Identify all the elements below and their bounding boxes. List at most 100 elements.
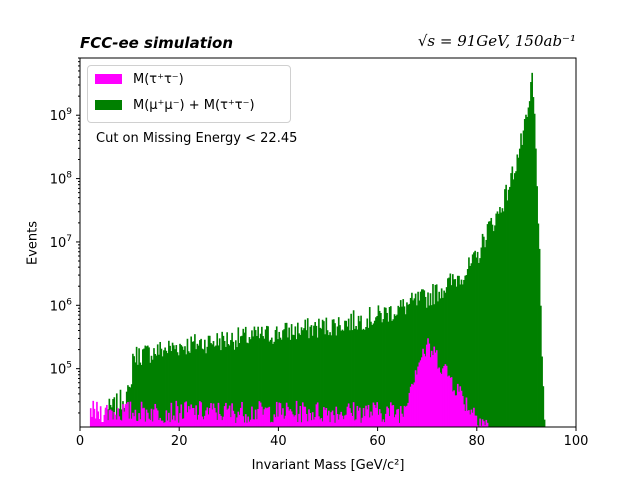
histogram-bin xyxy=(480,247,483,427)
y-axis-ticks: 105 106 107 108 109 xyxy=(50,57,80,414)
histogram-bin xyxy=(404,406,407,427)
histogram-bin xyxy=(528,101,531,427)
histogram-bin xyxy=(328,335,330,427)
histogram-bin xyxy=(301,330,304,427)
x-tick-label: 0 xyxy=(76,434,84,449)
histogram-bin xyxy=(365,327,367,427)
histogram-bin xyxy=(463,404,465,427)
histogram-bin xyxy=(332,319,335,427)
histogram-bin xyxy=(226,332,228,427)
histogram-bin xyxy=(297,422,299,427)
histogram-bin xyxy=(386,312,388,427)
histogram-bin xyxy=(337,317,340,427)
histogram-bin xyxy=(401,306,403,427)
histogram-bin xyxy=(350,412,352,427)
histogram-bin xyxy=(510,173,512,427)
histogram-bin xyxy=(243,332,246,427)
histogram-bin xyxy=(176,352,179,427)
histogram-bin xyxy=(414,370,417,427)
histogram-bin xyxy=(367,327,370,427)
histogram-bin xyxy=(355,419,357,427)
histogram-bin xyxy=(142,349,144,427)
histogram-bin xyxy=(391,405,393,427)
histogram-bin xyxy=(373,404,376,427)
histogram-bin xyxy=(241,335,243,427)
histogram-bin xyxy=(287,337,289,427)
histogram-bin xyxy=(356,329,359,427)
histogram-bin xyxy=(485,239,488,427)
histogram-bin xyxy=(465,397,468,427)
histogram-bin xyxy=(444,364,447,427)
histogram-bin xyxy=(456,383,459,427)
histogram-bin xyxy=(233,349,236,427)
histogram-bin xyxy=(399,406,402,427)
histogram-bin xyxy=(321,319,324,427)
histogram-bin xyxy=(206,346,209,427)
histogram-bin xyxy=(270,421,273,427)
histogram-bin xyxy=(507,189,510,427)
histogram-bin xyxy=(447,278,449,427)
histogram-bin xyxy=(130,418,133,427)
histogram-bin xyxy=(149,362,152,427)
histogram-bin xyxy=(277,339,279,427)
histogram-bin xyxy=(247,343,250,427)
histogram-bin xyxy=(153,409,155,427)
histogram-bin xyxy=(520,133,522,427)
histogram-bin xyxy=(511,166,514,427)
histogram-bin xyxy=(272,422,274,427)
histogram-bin xyxy=(347,318,350,427)
histogram-bin xyxy=(443,290,445,427)
histogram-bin xyxy=(339,414,341,427)
histogram-bin xyxy=(311,412,314,427)
histogram-bin xyxy=(262,414,264,427)
histogram-bin xyxy=(300,422,303,427)
histogram-bin xyxy=(294,326,297,427)
histogram-bin xyxy=(154,403,157,427)
histogram-bin xyxy=(326,415,329,427)
histogram-bin xyxy=(445,365,448,427)
histogram-bin xyxy=(249,419,252,427)
legend: M(τ⁺τ⁻) M(μ⁺μ⁻) + M(τ⁺τ⁻) xyxy=(87,65,291,123)
histogram-bin xyxy=(478,262,480,427)
histogram-bin xyxy=(422,348,424,427)
histogram-bin xyxy=(360,315,362,427)
histogram-bin xyxy=(194,334,196,427)
histogram-bin xyxy=(394,315,397,427)
histogram-bin xyxy=(316,402,319,427)
histogram-bin xyxy=(237,327,240,427)
histogram-bin xyxy=(390,402,392,427)
histogram-bin xyxy=(238,343,241,427)
histogram-bin xyxy=(242,328,245,427)
histogram-bin xyxy=(406,302,408,427)
histogram-bin xyxy=(381,322,383,427)
histogram-bin xyxy=(454,395,457,427)
histogram-bin xyxy=(412,384,414,427)
histogram-bin xyxy=(455,395,458,427)
histogram-bin xyxy=(218,414,221,427)
histogram-bin xyxy=(425,344,428,427)
histogram-bin xyxy=(456,275,459,427)
histogram-bin xyxy=(293,416,295,427)
histogram-bin xyxy=(298,413,300,427)
histogram-bin xyxy=(345,320,347,427)
histogram-bin xyxy=(339,325,341,427)
y-tick-label: 107 xyxy=(50,234,72,251)
histogram-bin xyxy=(230,417,232,427)
histogram-bin xyxy=(363,416,366,427)
histogram-bin xyxy=(370,411,372,427)
histogram-bin xyxy=(145,346,148,427)
histogram-bin xyxy=(418,362,421,427)
histogram-bin xyxy=(506,200,509,427)
histogram-bin xyxy=(194,414,196,427)
histogram-bin xyxy=(279,403,282,427)
histogram-bin xyxy=(521,144,524,427)
histogram-bin xyxy=(332,415,335,427)
histogram-bin xyxy=(370,321,372,427)
histogram-bin xyxy=(320,328,323,427)
histogram-bin xyxy=(323,321,325,427)
histogram-bin xyxy=(181,346,184,427)
histogram-bin xyxy=(185,401,188,427)
histogram-bin xyxy=(230,340,232,427)
histogram-bin xyxy=(174,349,176,427)
histogram-bin xyxy=(329,422,331,427)
